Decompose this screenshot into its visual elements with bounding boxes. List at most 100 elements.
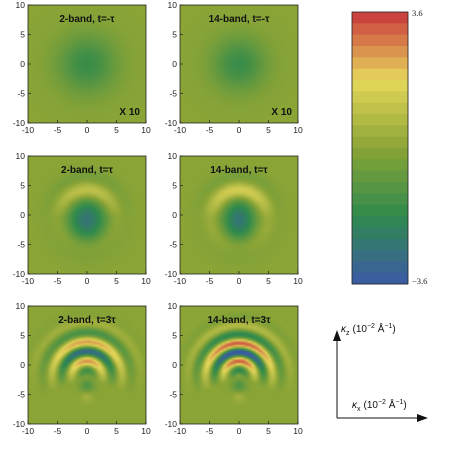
x-tick-label: -5 (54, 125, 62, 135)
y-tick-label: -10 (165, 118, 178, 128)
x-tick-label: -10 (174, 125, 187, 135)
y-tick-label: -5 (169, 390, 177, 400)
y-tick-label: 0 (172, 210, 177, 220)
colorbar-band (352, 23, 408, 36)
x-tick-label: 5 (114, 426, 119, 436)
y-tick-label: 10 (168, 0, 178, 10)
panel-title: 2-band, t=3τ (58, 315, 116, 326)
y-tick-label: 5 (172, 331, 177, 341)
x-tick-label: -10 (174, 426, 187, 436)
panel-title: 2-band, t=τ (61, 165, 114, 176)
y-tick-label: 5 (172, 181, 177, 191)
y-tick-label: 10 (168, 151, 178, 161)
kz-arrowhead (333, 330, 341, 341)
kx-symbol: κ (352, 400, 358, 411)
x-tick-label: -10 (22, 426, 35, 436)
y-tick-label: -10 (13, 269, 26, 279)
x-tick-label: -5 (206, 426, 214, 436)
kz-unit2: Å (375, 322, 385, 335)
colorbar-band (352, 91, 408, 104)
x-tick-label: 5 (266, 426, 271, 436)
colorbar-frame (351, 11, 409, 285)
kz-close: ) (392, 324, 395, 335)
colorbar-band (352, 46, 408, 58)
colorbar-band (352, 57, 408, 70)
kz-unit: (10 (353, 324, 368, 335)
colorbar-band (352, 227, 408, 240)
x-tick-label: -5 (206, 125, 214, 135)
colorbar-band (352, 204, 408, 217)
x-tick-label: -10 (22, 125, 35, 135)
y-tick-label: -5 (17, 390, 25, 400)
kx-unit2: Å (386, 398, 396, 411)
x-tick-label: 0 (85, 426, 90, 436)
kx-unit: (10 (364, 400, 379, 411)
heatmap-image (180, 156, 298, 274)
y-tick-label: -5 (169, 240, 177, 250)
y-tick-label: 5 (20, 30, 25, 40)
panel-title: 14-band, t=3τ (207, 315, 271, 326)
x-tick-label: 10 (293, 426, 303, 436)
x-tick-label: 0 (85, 276, 90, 286)
panel-title: 14-band, t=-τ (209, 14, 270, 25)
x-tick-label: -5 (206, 276, 214, 286)
kz-subscript: z (346, 330, 350, 337)
x-tick-label: -5 (54, 276, 62, 286)
y-tick-label: -10 (165, 419, 178, 429)
y-tick-label: -5 (169, 89, 177, 99)
y-tick-label: 10 (16, 151, 26, 161)
colorbar-band (352, 125, 408, 138)
y-tick-label: 0 (20, 210, 25, 220)
colorbar-band (352, 182, 408, 194)
x-tick-label: 5 (266, 276, 271, 286)
x-tick-label: 5 (114, 125, 119, 135)
kx-exp2: −1 (395, 399, 403, 406)
y-tick-label: 5 (172, 30, 177, 40)
y-tick-label: 10 (16, 301, 26, 311)
heatmap-image (28, 5, 146, 123)
colorbar-band (352, 114, 408, 126)
kx-arrowhead (417, 414, 428, 422)
heatmap-image (180, 5, 298, 123)
y-tick-label: -10 (13, 118, 26, 128)
x-tick-label: -10 (174, 276, 187, 286)
panel-scale-annotation: X 10 (271, 107, 292, 118)
x-tick-label: 0 (237, 426, 242, 436)
colorbar-band (352, 102, 408, 115)
colorbar-band (352, 170, 408, 183)
colorbar-max-label: 3.6 (412, 8, 423, 18)
panel-3: -10 -5 0 5 10 10 5 0 -5 -10 2-band, t=τ (13, 151, 151, 286)
kx-axis-label: κx (10−2 Å−1) (352, 398, 407, 413)
colorbar-band (352, 216, 408, 228)
kz-symbol: κ (341, 324, 347, 335)
kz-axis-label: κz (10−2 Å−1) (341, 322, 396, 337)
x-tick-label: 10 (141, 426, 151, 436)
x-tick-label: 10 (141, 276, 151, 286)
panel-2: -10 -5 0 5 10 10 5 0 -5 -10 14-band, t=-τ X 10 (165, 0, 303, 135)
colorbar-band (352, 68, 408, 81)
colorbar-band (352, 34, 408, 47)
x-tick-label: 5 (266, 125, 271, 135)
y-tick-label: -5 (17, 240, 25, 250)
y-tick-label: -5 (17, 89, 25, 99)
kz-exp2: −1 (384, 323, 392, 330)
kz-exp: −2 (367, 323, 375, 330)
heatmap-image (28, 156, 146, 274)
kx-exp: −2 (378, 399, 386, 406)
y-tick-label: -10 (165, 269, 178, 279)
y-tick-label: 5 (20, 181, 25, 191)
y-tick-label: 0 (20, 59, 25, 69)
colorbar-band (352, 80, 408, 92)
y-tick-label: 10 (16, 0, 26, 10)
colorbar: 3.6 −3.6 (351, 8, 427, 286)
panel-4: -10 -5 0 5 10 10 5 0 -5 -10 14-band, t=τ (165, 151, 303, 286)
y-tick-label: 0 (172, 59, 177, 69)
colorbar-band (352, 12, 408, 24)
x-tick-label: 10 (141, 125, 151, 135)
x-tick-label: 0 (237, 276, 242, 286)
colorbar-band (352, 261, 408, 274)
y-tick-label: 5 (20, 331, 25, 341)
panel-5: -10 -5 0 5 10 10 5 0 -5 -10 2-band, t=3τ (13, 301, 151, 436)
y-tick-label: -10 (13, 419, 26, 429)
